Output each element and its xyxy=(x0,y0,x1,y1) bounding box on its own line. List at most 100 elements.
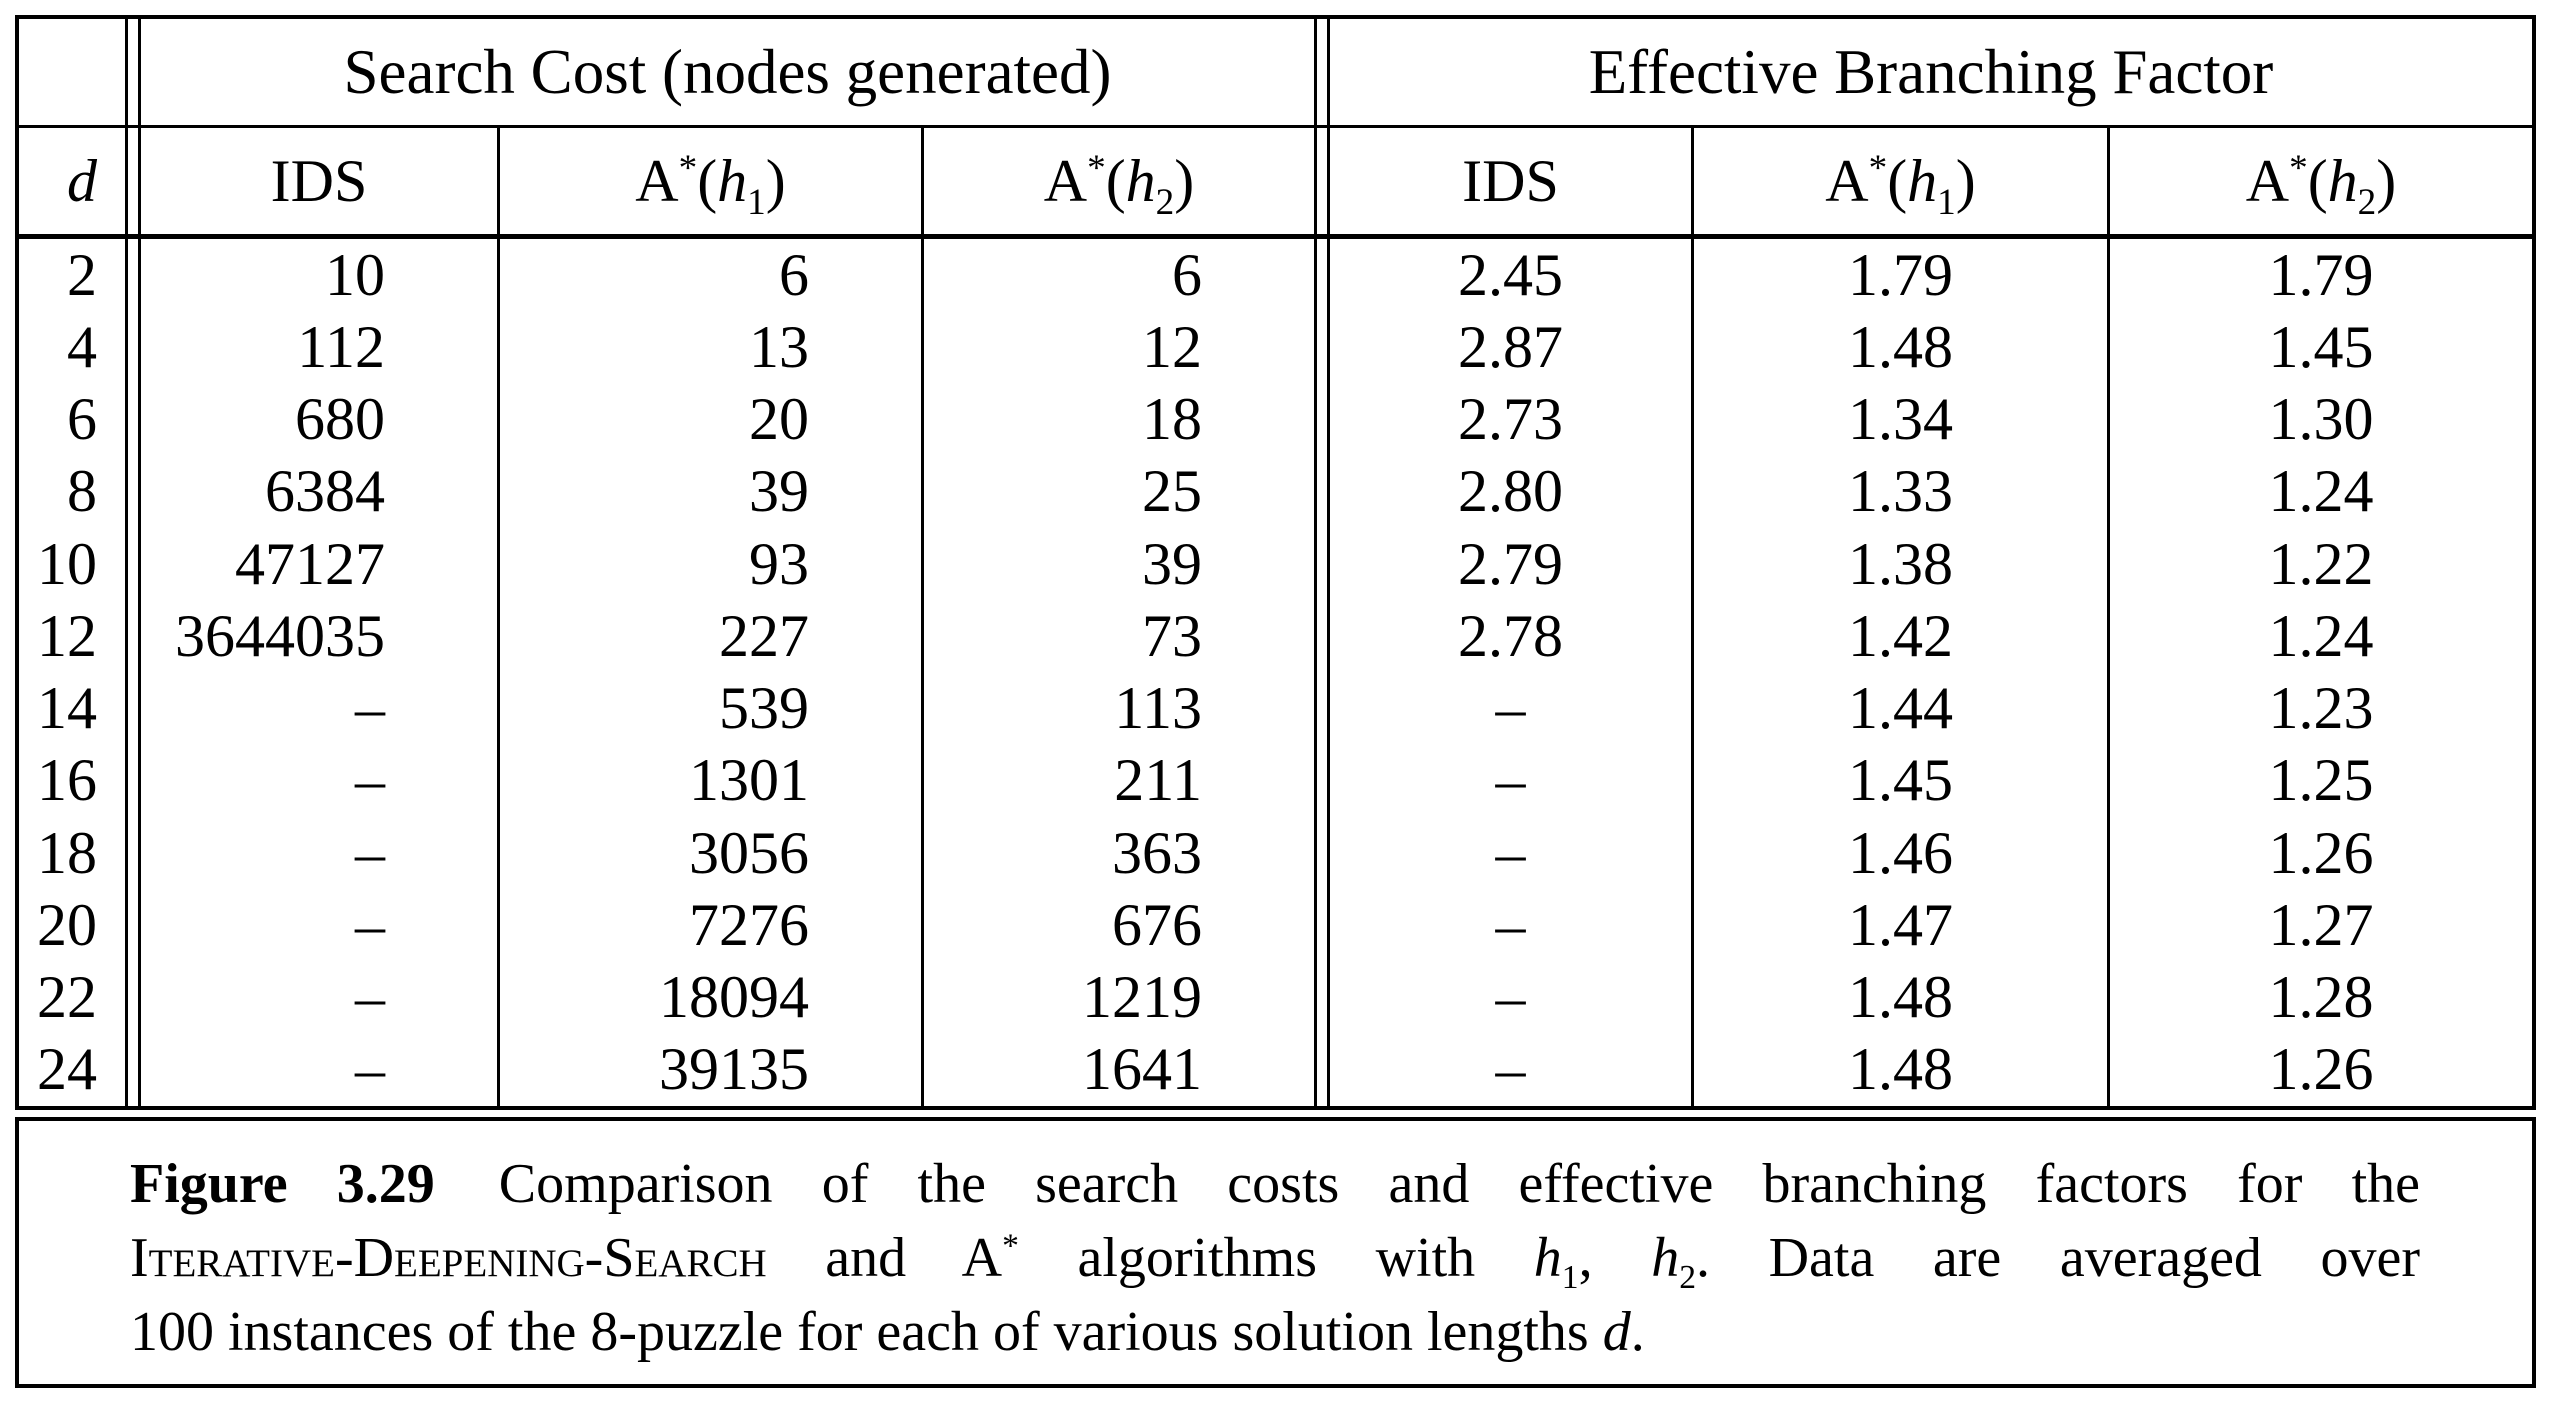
d-value: 24 xyxy=(37,1036,97,1103)
caption-line-3: 100 instances of the 8-puzzle for each o… xyxy=(130,1295,2420,1369)
caption-text-2c: . Data are averaged over xyxy=(1696,1227,2421,1289)
spacer-double-rule xyxy=(1314,19,1330,128)
d-value: 18 xyxy=(37,819,97,886)
ebf-astar-h1: 1.48 xyxy=(1691,311,2107,384)
ebf-astar-h2: 1.28 xyxy=(2107,961,2532,1034)
search-cost-ids: – xyxy=(355,964,385,1031)
astar-superscript: * xyxy=(1002,1227,1019,1265)
ebf-astar-h2: 1.24 xyxy=(2107,600,2532,673)
ebf-astar-h2: 1.79 xyxy=(2107,239,2532,312)
spacer-double-rule xyxy=(125,128,141,239)
astar-h2-label: A*(h2) xyxy=(2245,147,2397,223)
ebf-ids: – xyxy=(1495,675,1526,742)
d-value: 8 xyxy=(67,458,97,525)
ebf-astar-h1: 1.45 xyxy=(1691,744,2107,817)
ebf-astar-h1: 1.48 xyxy=(1691,961,2107,1034)
ebf-ids: – xyxy=(1495,964,1526,1031)
spacer-double-rule xyxy=(125,311,141,384)
ebf-astar-h1: 1.38 xyxy=(1691,528,2107,601)
ebf-ids: 2.80 xyxy=(1458,458,1563,525)
figure-caption: Figure 3.29 Comparison of the search cost… xyxy=(15,1117,2536,1388)
caption-line-2: Iterative-Deepening-Search and A* algori… xyxy=(130,1221,2420,1295)
search-cost-ids: – xyxy=(355,891,385,958)
ids-label: IDS xyxy=(1462,147,1559,214)
search-cost-astar-h2: 39 xyxy=(921,528,1314,601)
caption-line-1: Figure 3.29 Comparison of the search cost… xyxy=(130,1147,2420,1221)
figure-number-label: Figure 3.29 xyxy=(130,1153,435,1215)
spacer-double-rule xyxy=(125,1033,141,1106)
search-cost-ids: 6384 xyxy=(265,458,385,525)
astar-h2-label: A*(h2) xyxy=(1043,147,1195,223)
ebf-ids: 2.45 xyxy=(1458,241,1563,308)
search-cost-ids: – xyxy=(355,747,385,814)
spacer-double-rule xyxy=(1314,455,1330,528)
ebf-astar-h1: 1.46 xyxy=(1691,817,2107,890)
search-cost-astar-h2: 73 xyxy=(921,600,1314,673)
d-value: 22 xyxy=(37,964,97,1031)
ebf-astar-h1: 1.44 xyxy=(1691,672,2107,745)
corner-cell xyxy=(19,19,125,128)
caption-text-1: Comparison of the search costs and effec… xyxy=(498,1153,2420,1215)
group-header-effective-branching-factor: Effective Branching Factor xyxy=(1330,19,2532,128)
ebf-astar-h1: 1.33 xyxy=(1691,455,2107,528)
search-cost-astar-h2: 1641 xyxy=(921,1033,1314,1106)
search-cost-astar-h2: 1219 xyxy=(921,961,1314,1034)
h1-symbol: h xyxy=(1533,1227,1562,1289)
spacer-double-rule xyxy=(1314,600,1330,673)
search-cost-astar-h2: 676 xyxy=(921,889,1314,962)
search-cost-ids: 3644035 xyxy=(175,602,385,669)
ebf-astar-h1: 1.47 xyxy=(1691,889,2107,962)
search-cost-astar-h1: 18094 xyxy=(497,961,921,1034)
ebf-astar-h2: 1.23 xyxy=(2107,672,2532,745)
spacer-double-rule xyxy=(125,672,141,745)
search-cost-ids: – xyxy=(355,1036,385,1103)
ebf-ids: – xyxy=(1495,1036,1526,1103)
spacer-double-rule xyxy=(1314,128,1330,239)
spacer-double-rule xyxy=(1314,961,1330,1034)
col-header-ebf-astar-h1: A*(h1) xyxy=(1691,128,2107,239)
search-cost-astar-h1: 227 xyxy=(497,600,921,673)
search-cost-ids: 10 xyxy=(325,241,385,308)
spacer-double-rule xyxy=(1314,672,1330,745)
col-header-sc-astar-h1: A*(h1) xyxy=(497,128,921,239)
spacer-double-rule xyxy=(1314,383,1330,456)
ebf-ids: 2.73 xyxy=(1458,386,1563,453)
ebf-ids: – xyxy=(1495,747,1526,814)
search-cost-astar-h1: 6 xyxy=(497,239,921,312)
ebf-ids: – xyxy=(1495,819,1526,886)
search-cost-ids: 47127 xyxy=(235,530,385,597)
d-value: 16 xyxy=(37,747,97,814)
search-cost-astar-h2: 18 xyxy=(921,383,1314,456)
search-cost-astar-h2: 25 xyxy=(921,455,1314,528)
h1-subscript: 1 xyxy=(1561,1259,1579,1297)
col-header-ebf-ids: IDS xyxy=(1330,128,1691,239)
ebf-astar-h1: 1.34 xyxy=(1691,383,2107,456)
col-header-d: d xyxy=(19,128,125,239)
spacer-double-rule xyxy=(1314,817,1330,890)
search-cost-astar-h2: 12 xyxy=(921,311,1314,384)
ebf-ids: 2.79 xyxy=(1458,530,1563,597)
ebf-astar-h2: 1.30 xyxy=(2107,383,2532,456)
spacer-double-rule xyxy=(1314,889,1330,962)
d-symbol: d xyxy=(67,147,97,214)
h2-symbol: h xyxy=(1651,1227,1680,1289)
astar-h1-label: A*(h1) xyxy=(635,147,786,223)
search-cost-astar-h1: 13 xyxy=(497,311,921,384)
ebf-ids: 2.87 xyxy=(1458,313,1563,380)
col-header-sc-ids: IDS xyxy=(141,128,497,239)
d-value: 20 xyxy=(37,891,97,958)
spacer-double-rule xyxy=(125,19,141,128)
ebf-astar-h1: 1.48 xyxy=(1691,1033,2107,1106)
ebf-astar-h1: 1.79 xyxy=(1691,239,2107,312)
spacer-double-rule xyxy=(125,817,141,890)
search-cost-ids: – xyxy=(355,819,385,886)
spacer-double-rule xyxy=(125,528,141,601)
d-value: 6 xyxy=(67,386,97,453)
col-header-sc-astar-h2: A*(h2) xyxy=(921,128,1314,239)
ebf-astar-h2: 1.45 xyxy=(2107,311,2532,384)
search-cost-astar-h1: 1301 xyxy=(497,744,921,817)
search-cost-astar-h1: 93 xyxy=(497,528,921,601)
ebf-astar-h2: 1.26 xyxy=(2107,817,2532,890)
spacer-double-rule xyxy=(125,455,141,528)
d-value: 14 xyxy=(37,675,97,742)
